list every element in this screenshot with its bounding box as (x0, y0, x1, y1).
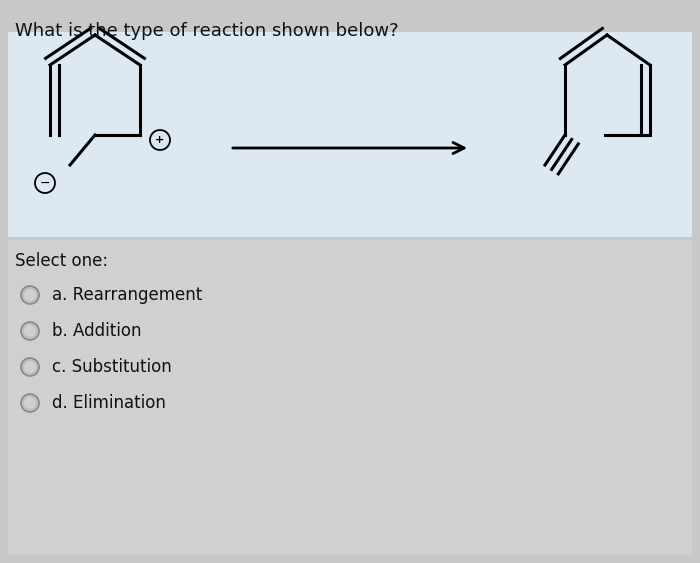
Text: b. Addition: b. Addition (52, 322, 141, 340)
Text: a. Rearrangement: a. Rearrangement (52, 286, 202, 304)
Circle shape (24, 361, 36, 373)
Text: −: − (40, 176, 50, 190)
Text: What is the type of reaction shown below?: What is the type of reaction shown below… (15, 22, 398, 40)
Circle shape (24, 325, 36, 337)
FancyBboxPatch shape (8, 32, 692, 237)
FancyBboxPatch shape (8, 240, 692, 555)
Text: c. Substitution: c. Substitution (52, 358, 172, 376)
Circle shape (21, 358, 39, 376)
Circle shape (21, 322, 39, 340)
Circle shape (21, 286, 39, 304)
Circle shape (24, 289, 36, 301)
Text: d. Elimination: d. Elimination (52, 394, 166, 412)
Circle shape (21, 394, 39, 412)
Text: +: + (155, 135, 164, 145)
Circle shape (24, 397, 36, 409)
Text: Select one:: Select one: (15, 252, 108, 270)
